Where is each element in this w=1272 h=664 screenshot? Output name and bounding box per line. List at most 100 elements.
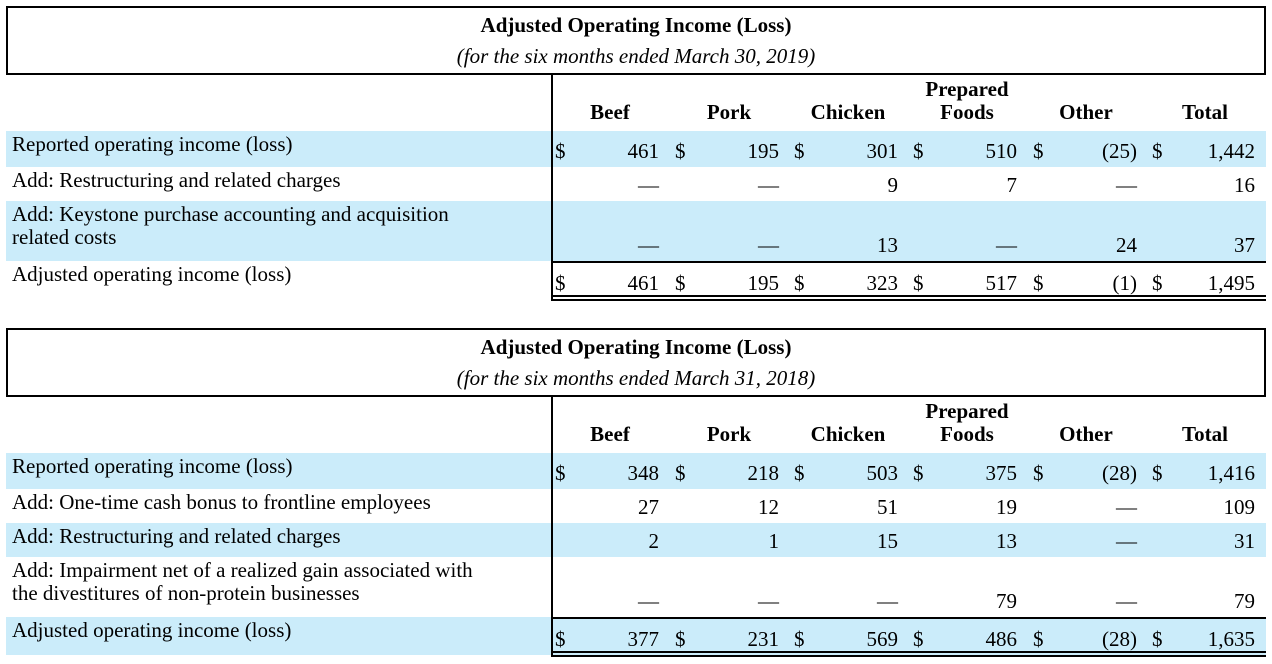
row-label: Adjusted operating income (loss) bbox=[12, 619, 291, 642]
table-cell-value: 1,495 bbox=[1207, 271, 1255, 295]
table-cell-value: (28) bbox=[1102, 627, 1137, 651]
currency-symbol: $ bbox=[913, 139, 924, 163]
column-header: Total bbox=[1135, 77, 1272, 125]
row-label-line: the divestitures of non-protein business… bbox=[12, 581, 360, 605]
column-header-line2: Total bbox=[1182, 422, 1228, 446]
column-header: Prepared Foods bbox=[897, 77, 1037, 125]
column-header: Pork bbox=[659, 77, 799, 125]
column-header-line2: Pork bbox=[706, 100, 752, 124]
table-row: Add: Impairment net of a realized gain a… bbox=[6, 557, 1266, 617]
row-values: $461 $195 $301 $510 $ (25) $1,442 bbox=[551, 131, 1266, 167]
row-label: Add: Restructuring and related charges bbox=[12, 525, 341, 548]
table-row: Add: Restructuring and related charges — —… bbox=[6, 167, 1266, 201]
row-label: Reported operating income (loss) bbox=[12, 455, 293, 478]
row-divider bbox=[551, 557, 553, 617]
row-label: Add: Restructuring and related charges bbox=[12, 169, 341, 192]
column-header-line2: Other bbox=[1059, 100, 1113, 124]
column-header-row: Beef Pork Chicken Prepared Foods Other Total bbox=[6, 397, 1266, 453]
table-cell-value: 195 bbox=[747, 139, 780, 163]
currency-symbol: $ bbox=[913, 271, 924, 295]
row-values: 2 1 15 13 — 31 bbox=[551, 523, 1266, 557]
currency-symbol: $ bbox=[794, 461, 805, 485]
row-label-line: Add: One-time cash bonus to frontline em… bbox=[12, 490, 431, 514]
table-cell-value: 301 bbox=[866, 139, 899, 163]
table-cell-value: 218 bbox=[747, 461, 780, 485]
table-cell-value: — bbox=[638, 233, 659, 257]
row-divider bbox=[551, 523, 553, 557]
currency-symbol: $ bbox=[555, 627, 566, 651]
table-cell-value: 19 bbox=[996, 495, 1017, 519]
row-label: Add: Keystone purchase accounting and ac… bbox=[12, 203, 449, 249]
table-cell-value: 348 bbox=[627, 461, 660, 485]
table-cell-value: 1,416 bbox=[1207, 461, 1255, 485]
currency-symbol: $ bbox=[913, 461, 924, 485]
column-header: Chicken bbox=[778, 77, 918, 125]
table-cell-value: 510 bbox=[985, 139, 1018, 163]
table-cell-value: 1 bbox=[768, 529, 780, 553]
table-row: Adjusted operating income (loss) $377 $231… bbox=[6, 617, 1266, 655]
table-row: Add: Restructuring and related charges 2 1… bbox=[6, 523, 1266, 557]
column-header: Beef bbox=[540, 399, 680, 447]
currency-symbol: $ bbox=[794, 271, 805, 295]
column-header: Chicken bbox=[778, 399, 918, 447]
table-cell-value: (1) bbox=[1112, 271, 1138, 295]
table-cell-value: 15 bbox=[877, 529, 898, 553]
header-divider bbox=[551, 75, 553, 131]
row-label-line: Adjusted operating income (loss) bbox=[12, 262, 292, 286]
table-subtitle: (for the six months ended March 30, 2019… bbox=[456, 44, 816, 68]
column-header: Other bbox=[1016, 399, 1156, 447]
currency-symbol: $ bbox=[794, 139, 805, 163]
column-header-line1: Prepared bbox=[925, 77, 1009, 101]
table-cell-value: — bbox=[1116, 529, 1137, 553]
table-title-box: Adjusted Operating Income (Loss) (for the… bbox=[6, 328, 1266, 397]
currency-symbol: $ bbox=[913, 627, 924, 651]
currency-symbol: $ bbox=[555, 271, 566, 295]
table-cell-value: 231 bbox=[747, 627, 780, 651]
table-cell-value: 7 bbox=[1006, 173, 1018, 197]
table-row: Adjusted operating income (loss) $461 $195… bbox=[6, 261, 1266, 299]
currency-symbol: $ bbox=[675, 461, 686, 485]
row-values: — — — 79 — 79 bbox=[551, 557, 1266, 617]
table-cell-value: — bbox=[758, 589, 779, 613]
table-title: Adjusted Operating Income (Loss) bbox=[480, 335, 792, 359]
currency-symbol: $ bbox=[794, 627, 805, 651]
table-cell-value: 503 bbox=[866, 461, 899, 485]
currency-symbol: $ bbox=[1152, 139, 1163, 163]
row-divider bbox=[551, 167, 553, 201]
table-cell-value: 375 bbox=[985, 461, 1018, 485]
currency-symbol: $ bbox=[675, 139, 686, 163]
column-header-row: Beef Pork Chicken Prepared Foods Other Total bbox=[6, 75, 1266, 131]
table-cell-value: — bbox=[996, 233, 1017, 257]
row-values: $377 $231 $569 $486 $ (28) $1,635 bbox=[551, 617, 1266, 655]
row-label: Add: One-time cash bonus to frontline em… bbox=[12, 491, 431, 514]
table-cell-value: — bbox=[758, 233, 779, 257]
row-label-line: Reported operating income (loss) bbox=[12, 454, 293, 478]
column-header-line2: Beef bbox=[590, 100, 630, 124]
table-cell-value: 27 bbox=[638, 495, 659, 519]
row-divider bbox=[551, 453, 553, 489]
currency-symbol: $ bbox=[555, 139, 566, 163]
column-header-line2: Foods bbox=[940, 422, 994, 446]
table-cell-value: — bbox=[1116, 495, 1137, 519]
table-subtitle: (for the six months ended March 31, 2018… bbox=[456, 366, 816, 390]
column-header-line2: Pork bbox=[706, 422, 752, 446]
row-label-line: Adjusted operating income (loss) bbox=[12, 618, 292, 642]
column-header-line1 bbox=[1135, 77, 1272, 100]
currency-symbol: $ bbox=[1152, 627, 1163, 651]
column-header-line2: Beef bbox=[590, 422, 630, 446]
table-cell-value: 13 bbox=[877, 233, 898, 257]
table-cell-value: (25) bbox=[1102, 139, 1137, 163]
currency-symbol: $ bbox=[1033, 461, 1044, 485]
table-cell-value: 16 bbox=[1234, 173, 1255, 197]
table-cell-value: — bbox=[638, 589, 659, 613]
table-cell-value: 79 bbox=[996, 589, 1017, 613]
column-header: Other bbox=[1016, 77, 1156, 125]
row-label-line: Add: Keystone purchase accounting and ac… bbox=[12, 202, 449, 226]
table-cell-value: 79 bbox=[1234, 589, 1255, 613]
table-cell-value: 461 bbox=[627, 139, 660, 163]
header-divider bbox=[551, 397, 553, 453]
row-label-line: related costs bbox=[12, 225, 117, 249]
column-header: Pork bbox=[659, 399, 799, 447]
row-label-line: Add: Impairment net of a realized gain a… bbox=[12, 558, 473, 582]
column-header-line2: Foods bbox=[940, 100, 994, 124]
